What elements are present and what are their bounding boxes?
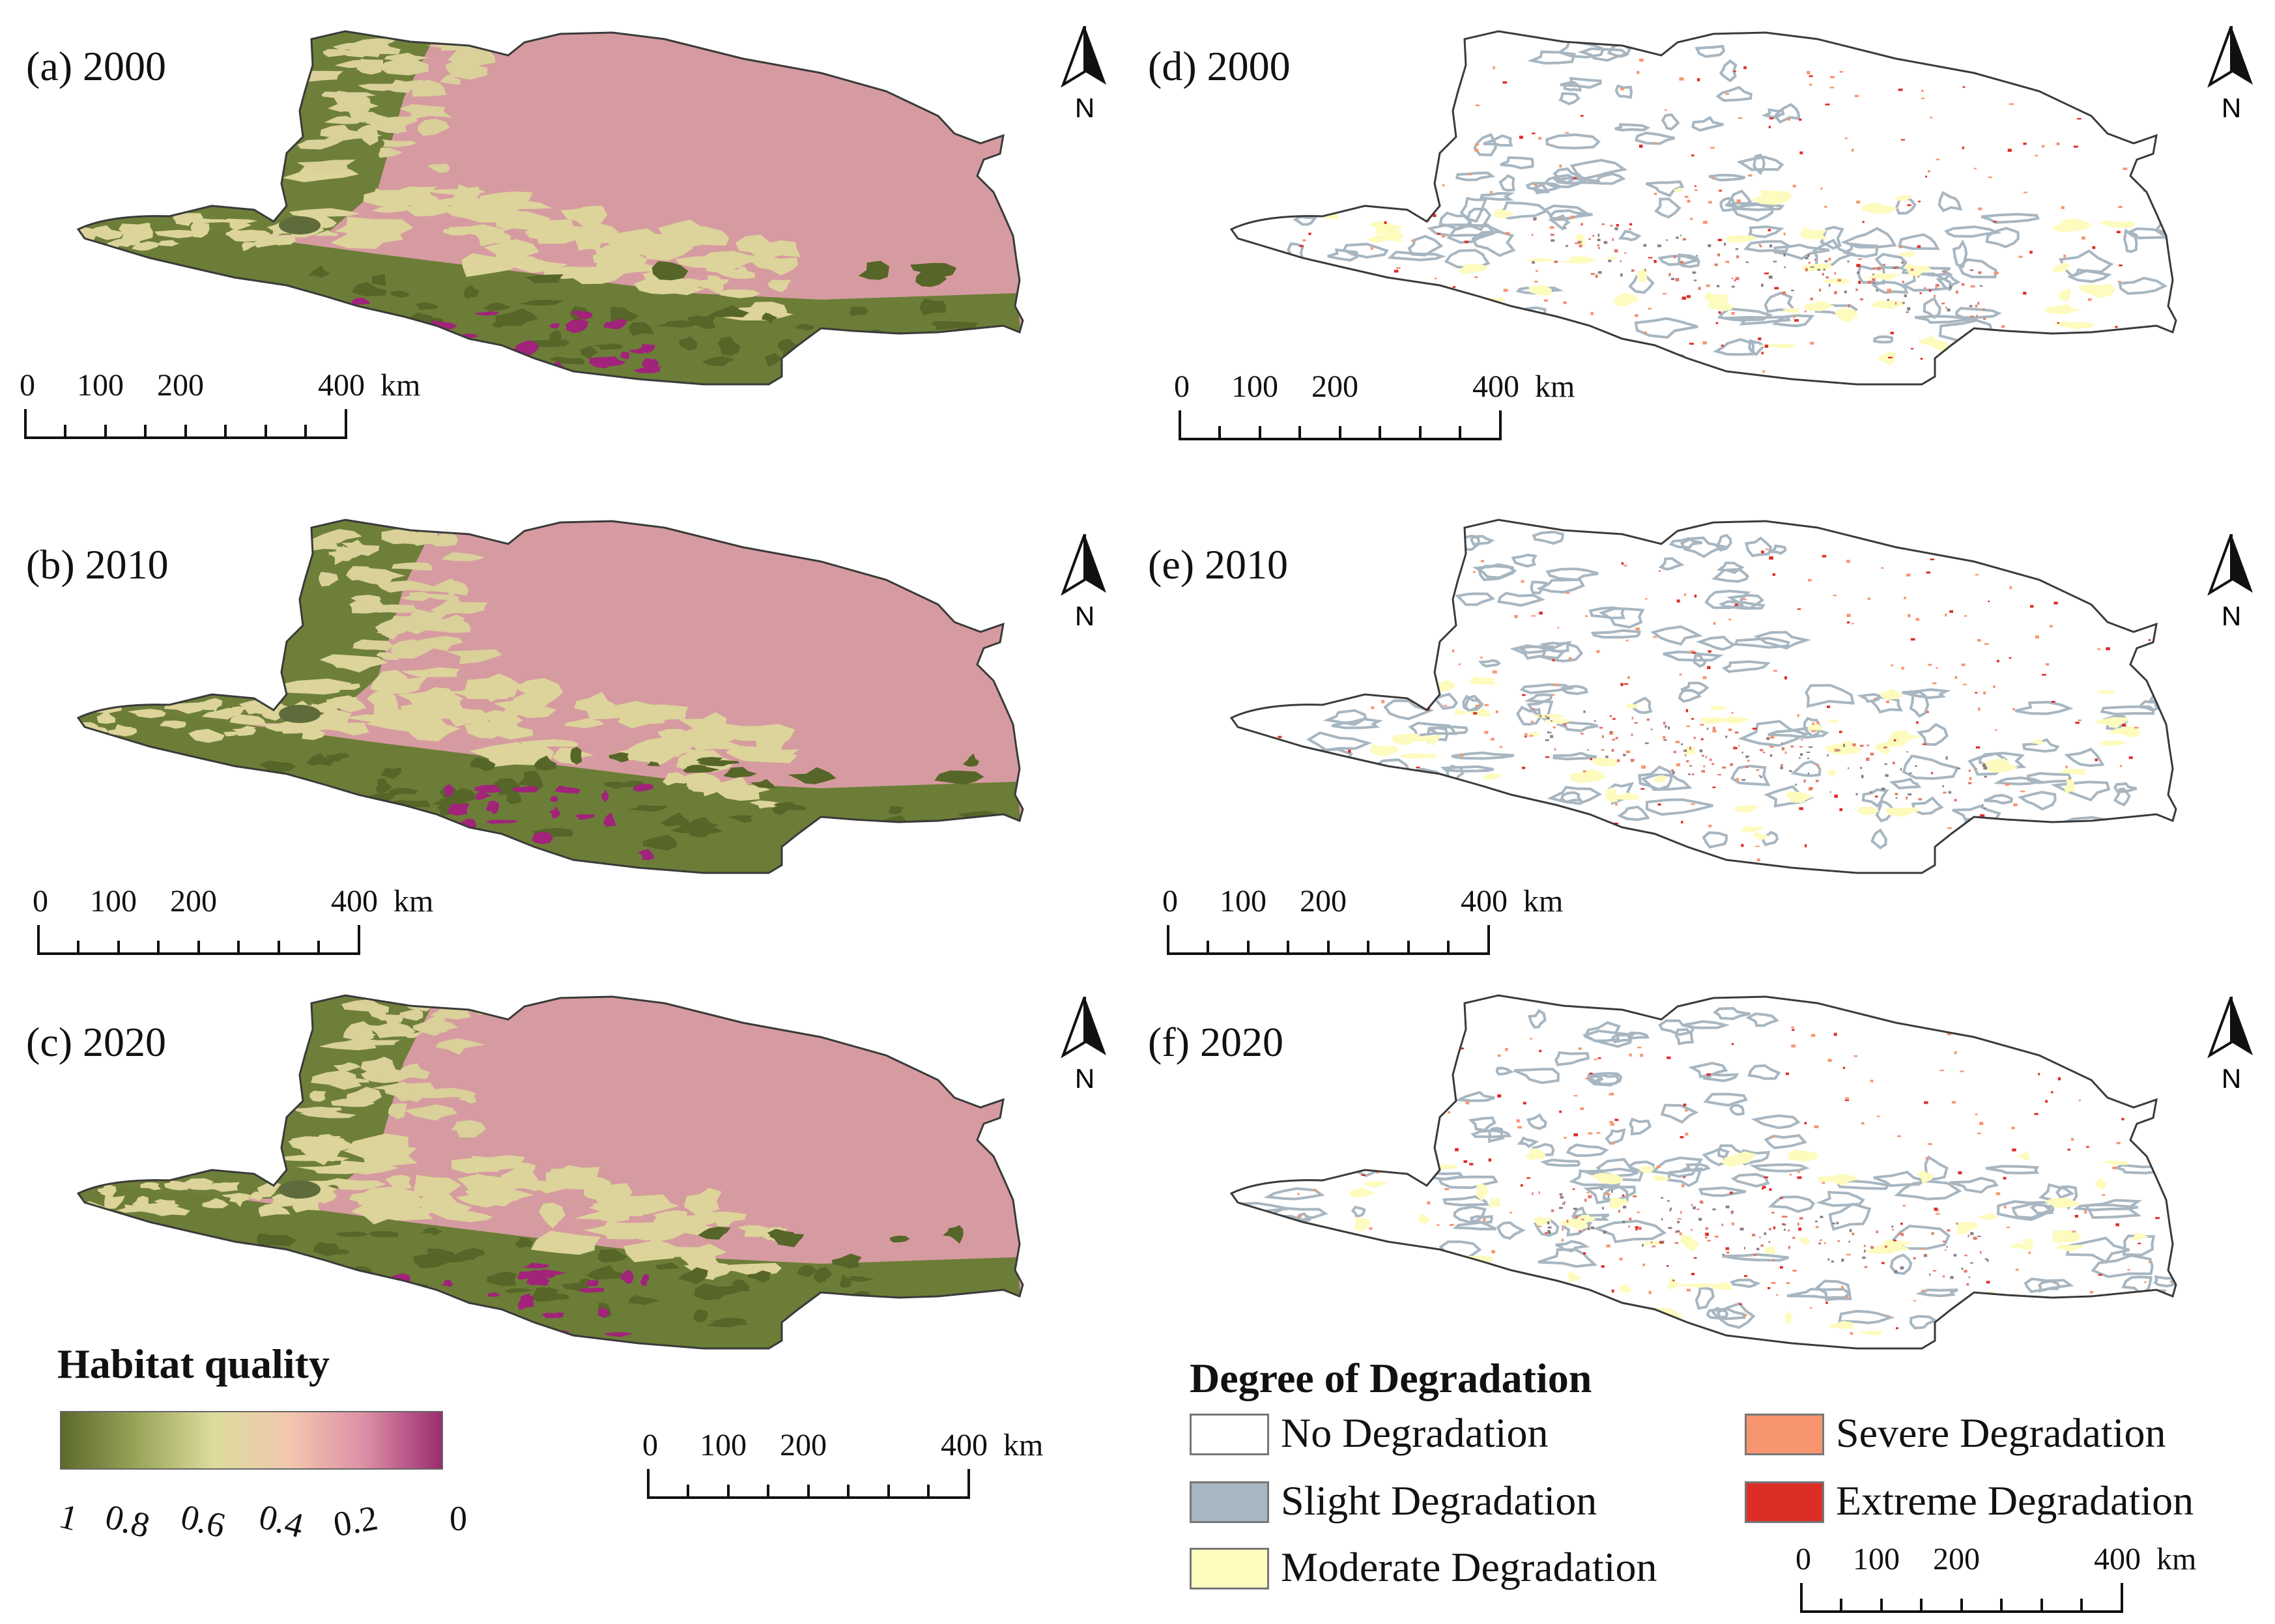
scale-bar: 0 100 200 400 km — [33, 884, 453, 958]
panel-title-d: (d) 2000 — [1148, 43, 1291, 89]
habitat-legend-labels: 1 0.8 0.6 0.4 0.2 0 — [55, 1492, 467, 1550]
scale-tick-0: 0 — [33, 884, 48, 919]
north-label: N — [2222, 601, 2241, 631]
degradation-label: Severe Degradation — [1836, 1410, 2166, 1456]
habitat-map-b — [76, 519, 1024, 874]
north-arrow-icon: N — [2207, 534, 2253, 631]
scale-tick-400: 400 — [1461, 884, 1508, 919]
scale-tick-0: 0 — [20, 368, 35, 403]
scale-tick-0: 0 — [642, 1428, 658, 1462]
scale-tick-100: 100 — [700, 1428, 747, 1462]
scale-tick-200: 200 — [1311, 369, 1358, 404]
scale-tick-100: 100 — [90, 884, 137, 919]
panel-title-b: (b) 2010 — [26, 541, 169, 588]
habitat-label-0.2: 0.2 — [330, 1498, 381, 1545]
habitat-map-c — [76, 994, 1024, 1350]
degradation-swatch — [1190, 1414, 1269, 1455]
scale-tick-200: 200 — [157, 368, 204, 403]
degradation-map-f — [1229, 994, 2177, 1350]
habitat-label-1: 1 — [55, 1496, 82, 1539]
habitat-label-0.6: 0.6 — [177, 1496, 229, 1546]
scale-tick-400: 400 — [941, 1428, 988, 1462]
scale-bar: 0 100 200 400 km — [1162, 884, 1583, 958]
north-label: N — [1075, 601, 1095, 631]
scale-tick-0: 0 — [1796, 1542, 1811, 1576]
north-arrow-icon: N — [1061, 26, 1106, 123]
habitat-label-0.4: 0.4 — [255, 1496, 308, 1546]
scale-tick-100: 100 — [77, 368, 124, 403]
north-label: N — [1075, 93, 1095, 123]
panel-title-c: (c) 2020 — [26, 1019, 167, 1065]
scale-unit: km — [1003, 1428, 1044, 1462]
scale-tick-200: 200 — [170, 884, 217, 919]
scale-bar-graphic — [1179, 410, 1502, 440]
north-arrow-icon: N — [1061, 997, 1106, 1094]
scale-bar-graphic — [37, 925, 360, 955]
scale-bar: 0 100 200 400 km — [1796, 1542, 2216, 1616]
degradation-swatch — [1745, 1481, 1824, 1523]
degradation-swatch — [1745, 1414, 1824, 1455]
scale-bar-graphic — [1167, 925, 1490, 955]
scale-tick-200: 200 — [1933, 1542, 1980, 1576]
scale-unit: km — [380, 368, 421, 403]
scale-bar: 0 100 200 400 km — [642, 1428, 1063, 1502]
north-label: N — [2222, 93, 2241, 123]
degradation-label: Extreme Degradation — [1836, 1477, 2194, 1524]
panel-title-f: (f) 2020 — [1148, 1019, 1283, 1065]
scale-tick-100: 100 — [1853, 1542, 1900, 1576]
scale-tick-0: 0 — [1174, 369, 1190, 404]
scale-bar: 0 100 200 400 km — [20, 368, 440, 442]
north-arrow-icon: N — [2207, 26, 2253, 123]
north-arrow-icon: N — [2207, 997, 2253, 1094]
scale-tick-200: 200 — [780, 1428, 827, 1462]
scale-tick-200: 200 — [1300, 884, 1347, 919]
panel-title-a: (a) 2000 — [26, 43, 167, 89]
degradation-label: Moderate Degradation — [1281, 1544, 1657, 1590]
north-label: N — [2222, 1063, 2241, 1094]
scale-tick-400: 400 — [331, 884, 378, 919]
scale-tick-400: 400 — [2094, 1542, 2141, 1576]
scale-unit: km — [393, 884, 434, 919]
north-label: N — [1075, 1063, 1095, 1094]
panel-title-e: (e) 2010 — [1148, 541, 1289, 588]
scale-bar-graphic — [647, 1469, 970, 1499]
habitat-label-0.8: 0.8 — [101, 1496, 154, 1546]
degradation-legend: No Degradation Slight Degradation Moderate… — [1190, 1410, 2265, 1622]
habitat-map-a — [76, 30, 1024, 386]
degradation-swatch — [1190, 1548, 1269, 1589]
scale-unit: km — [2156, 1542, 2197, 1576]
scale-tick-400: 400 — [318, 368, 365, 403]
habitat-label-0: 0 — [450, 1499, 467, 1538]
degradation-legend-title: Degree of Degradation — [1190, 1355, 1592, 1401]
degradation-swatch — [1190, 1481, 1269, 1523]
degradation-label: No Degradation — [1281, 1410, 1549, 1456]
habitat-color-ramp — [60, 1411, 443, 1470]
degradation-map-d — [1229, 30, 2177, 386]
degradation-map-e — [1229, 519, 2177, 874]
scale-bar-graphic — [1800, 1583, 2123, 1613]
degradation-label: Slight Degradation — [1281, 1477, 1597, 1524]
scale-tick-100: 100 — [1220, 884, 1266, 919]
scale-tick-100: 100 — [1231, 369, 1278, 404]
scale-unit: km — [1523, 884, 1564, 919]
scale-tick-400: 400 — [1472, 369, 1519, 404]
north-arrow-icon: N — [1061, 534, 1106, 631]
scale-bar: 0 100 200 400 km — [1174, 369, 1595, 443]
scale-bar-graphic — [24, 409, 347, 439]
habitat-legend-title: Habitat quality — [57, 1341, 330, 1387]
scale-unit: km — [1535, 369, 1575, 404]
scale-tick-0: 0 — [1162, 884, 1178, 919]
